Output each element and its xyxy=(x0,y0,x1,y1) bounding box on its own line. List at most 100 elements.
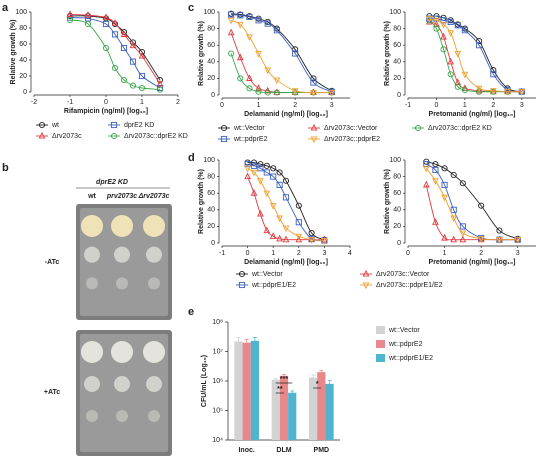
data-point xyxy=(504,89,511,96)
y-tick-label: 20 xyxy=(19,73,27,80)
legend-marker xyxy=(414,124,422,132)
legend-label: wt::pdprE1/E2 xyxy=(388,355,433,362)
plate-row: -ATc xyxy=(45,259,60,266)
data-point xyxy=(490,88,497,95)
bar xyxy=(288,392,297,440)
fit-curve xyxy=(429,15,522,93)
legend-swatch xyxy=(376,354,385,362)
fit-curve xyxy=(426,163,518,241)
data-point xyxy=(295,219,302,226)
data-point xyxy=(433,20,440,27)
y-tick-label: 100 xyxy=(203,157,215,164)
data-point xyxy=(476,42,483,49)
data-point xyxy=(476,88,483,95)
data-point xyxy=(263,169,270,176)
x-tick-label: 1 xyxy=(257,102,261,109)
y-axis-title: Relative growth (%) xyxy=(384,169,391,234)
data-point xyxy=(276,181,283,188)
colony-spot xyxy=(86,277,98,290)
colony-spot xyxy=(81,215,103,237)
fit-curve xyxy=(69,13,161,85)
y-tick-label: 60 xyxy=(207,42,215,49)
y-tick-label: 80 xyxy=(19,25,27,32)
colony-spot xyxy=(146,376,162,392)
data-point xyxy=(454,50,462,58)
data-point xyxy=(459,235,467,243)
data-point xyxy=(440,32,447,40)
colony-spot xyxy=(114,246,130,263)
y-tick-label: 80 xyxy=(207,173,215,180)
data-point xyxy=(282,225,290,233)
bar xyxy=(325,383,334,440)
legend-marker xyxy=(310,123,318,131)
y-tick-label: 40 xyxy=(207,207,215,214)
data-point xyxy=(295,202,302,209)
legend-label: wt::Vector xyxy=(233,125,265,132)
y-tick-label: 10⁵ xyxy=(212,407,223,414)
data-point xyxy=(84,11,92,18)
data-point xyxy=(454,78,462,86)
fit-curve xyxy=(425,184,518,241)
data-point xyxy=(273,77,281,85)
x-tick-label: PMD xyxy=(314,447,330,454)
colony-spot xyxy=(84,376,100,392)
data-point xyxy=(459,180,466,187)
data-point xyxy=(250,162,258,169)
data-point xyxy=(264,67,272,75)
data-point xyxy=(156,79,164,87)
fit-curve xyxy=(426,161,518,240)
y-tick-label: 10⁷ xyxy=(213,348,224,355)
plate-column: wt xyxy=(87,193,96,200)
bar xyxy=(271,379,280,440)
data-point xyxy=(432,161,439,168)
y-tick-label: 40 xyxy=(393,59,401,66)
data-point xyxy=(459,230,467,238)
data-point xyxy=(282,235,290,243)
data-point xyxy=(255,88,262,95)
x-tick-label: 0 xyxy=(104,99,108,106)
y-tick-label: 80 xyxy=(207,25,215,32)
fit-curve xyxy=(231,13,332,92)
panel-label: e xyxy=(188,306,194,318)
fit-curve xyxy=(247,167,325,241)
legend-swatch xyxy=(376,340,385,348)
data-point xyxy=(263,162,270,169)
data-point xyxy=(450,206,457,213)
data-point xyxy=(255,17,262,24)
y-tick-label: 40 xyxy=(393,207,401,214)
data-point xyxy=(310,89,317,97)
data-point xyxy=(496,237,503,244)
y-tick-label: 10⁴ xyxy=(212,437,223,444)
data-point xyxy=(454,83,461,90)
data-point xyxy=(276,169,283,176)
y-axis-title: Relative growth (%) xyxy=(10,20,17,85)
data-point xyxy=(250,159,258,166)
legend-marker xyxy=(220,135,228,143)
colony-spot xyxy=(148,410,160,422)
fit-curve xyxy=(230,19,332,94)
data-point xyxy=(273,89,280,96)
y-tick-label: 40 xyxy=(207,59,215,66)
x-tick-label: 1 xyxy=(443,250,447,257)
data-point xyxy=(273,27,280,34)
data-point xyxy=(514,237,522,244)
x-tick-label: 1 xyxy=(463,102,467,109)
data-point xyxy=(270,173,277,180)
data-point xyxy=(432,218,439,225)
data-point xyxy=(236,53,244,61)
fit-curve xyxy=(429,21,522,93)
data-point xyxy=(440,17,447,24)
significance-label: ** xyxy=(277,386,283,393)
y-axis-title: Relative growth (%) xyxy=(198,169,205,234)
legend-marker xyxy=(110,121,118,129)
legend-marker xyxy=(38,121,46,129)
data-point xyxy=(432,178,439,185)
x-tick-label: -1 xyxy=(67,99,73,106)
x-tick-label: 3 xyxy=(330,102,334,109)
panel-label: d xyxy=(188,152,195,164)
y-tick-label: 20 xyxy=(393,223,401,230)
data-point xyxy=(246,74,253,81)
data-point xyxy=(295,233,303,241)
legend-label: Δrv2073c::dprE2 KD xyxy=(428,125,492,132)
y-tick-label: 20 xyxy=(207,75,215,82)
